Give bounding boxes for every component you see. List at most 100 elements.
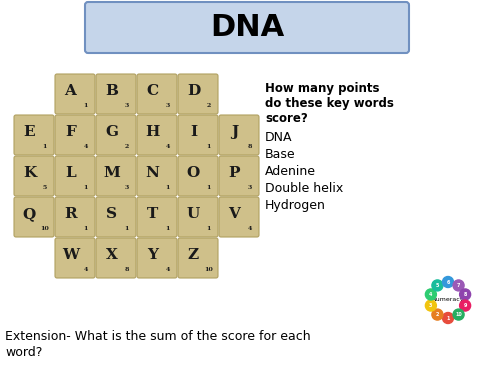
Text: 1: 1 xyxy=(446,315,450,321)
Text: N: N xyxy=(146,166,160,180)
Text: word?: word? xyxy=(5,346,43,359)
Text: O: O xyxy=(187,166,200,180)
Text: 2: 2 xyxy=(124,144,129,149)
Text: B: B xyxy=(105,84,118,98)
Text: 1: 1 xyxy=(206,226,211,231)
Text: Q: Q xyxy=(23,207,36,221)
Text: 1: 1 xyxy=(84,185,88,190)
FancyBboxPatch shape xyxy=(178,115,218,155)
Text: K: K xyxy=(23,166,36,180)
Text: 3: 3 xyxy=(248,185,252,190)
Text: X: X xyxy=(106,248,118,262)
Circle shape xyxy=(442,312,454,324)
Text: C: C xyxy=(146,84,158,98)
Text: W: W xyxy=(62,248,79,262)
FancyBboxPatch shape xyxy=(219,156,259,196)
Text: S: S xyxy=(106,207,117,221)
Circle shape xyxy=(460,289,470,300)
Circle shape xyxy=(432,309,443,320)
Circle shape xyxy=(453,309,464,320)
Text: T: T xyxy=(147,207,158,221)
Text: 5: 5 xyxy=(436,283,439,288)
Text: 5: 5 xyxy=(42,185,47,190)
FancyBboxPatch shape xyxy=(55,197,95,237)
Text: 9: 9 xyxy=(464,303,467,308)
Text: Numeracy: Numeracy xyxy=(432,297,464,303)
FancyBboxPatch shape xyxy=(137,156,177,196)
Text: Extension- What is the sum of the score for each: Extension- What is the sum of the score … xyxy=(5,330,310,343)
Text: 1: 1 xyxy=(84,103,88,108)
Text: A: A xyxy=(64,84,76,98)
Text: D: D xyxy=(187,84,200,98)
Text: 10: 10 xyxy=(455,312,462,317)
Text: DNA: DNA xyxy=(210,13,284,42)
Text: 4: 4 xyxy=(84,144,88,149)
Text: E: E xyxy=(24,125,36,139)
Text: V: V xyxy=(228,207,240,221)
Circle shape xyxy=(460,300,470,311)
FancyBboxPatch shape xyxy=(137,197,177,237)
FancyBboxPatch shape xyxy=(85,2,409,53)
FancyBboxPatch shape xyxy=(96,115,136,155)
Text: 10: 10 xyxy=(204,267,213,272)
Text: 7: 7 xyxy=(457,283,460,288)
Text: 8: 8 xyxy=(464,292,467,297)
Text: M: M xyxy=(103,166,120,180)
Circle shape xyxy=(442,276,454,288)
FancyBboxPatch shape xyxy=(178,197,218,237)
Text: 1: 1 xyxy=(124,226,129,231)
Text: How many points: How many points xyxy=(265,82,380,95)
FancyBboxPatch shape xyxy=(55,238,95,278)
Text: 3: 3 xyxy=(124,185,129,190)
FancyBboxPatch shape xyxy=(96,238,136,278)
Text: 4: 4 xyxy=(166,144,170,149)
Text: Adenine: Adenine xyxy=(265,165,316,178)
Text: Base: Base xyxy=(265,148,296,161)
Text: I: I xyxy=(190,125,197,139)
Text: Double helix: Double helix xyxy=(265,182,343,195)
FancyBboxPatch shape xyxy=(96,74,136,114)
Text: 2: 2 xyxy=(436,312,439,317)
Text: G: G xyxy=(105,125,118,139)
FancyBboxPatch shape xyxy=(219,115,259,155)
FancyBboxPatch shape xyxy=(137,74,177,114)
Text: P: P xyxy=(228,166,240,180)
Text: J: J xyxy=(231,125,238,139)
Text: 1: 1 xyxy=(166,226,170,231)
Text: 1: 1 xyxy=(206,185,211,190)
Text: 1: 1 xyxy=(206,144,211,149)
Text: Y: Y xyxy=(147,248,158,262)
FancyBboxPatch shape xyxy=(96,197,136,237)
Text: U: U xyxy=(187,207,200,221)
Text: L: L xyxy=(65,166,76,180)
FancyBboxPatch shape xyxy=(55,115,95,155)
Text: 1: 1 xyxy=(42,144,47,149)
Circle shape xyxy=(426,289,436,300)
Text: R: R xyxy=(64,207,77,221)
Text: Hydrogen: Hydrogen xyxy=(265,199,326,212)
FancyBboxPatch shape xyxy=(178,238,218,278)
Text: 1: 1 xyxy=(166,185,170,190)
Text: do these key words: do these key words xyxy=(265,97,394,110)
Text: DNA: DNA xyxy=(265,131,292,144)
Text: 8: 8 xyxy=(248,144,252,149)
Text: 8: 8 xyxy=(124,267,129,272)
Text: Z: Z xyxy=(188,248,199,262)
Text: H: H xyxy=(146,125,160,139)
FancyBboxPatch shape xyxy=(14,197,54,237)
FancyBboxPatch shape xyxy=(178,74,218,114)
FancyBboxPatch shape xyxy=(96,156,136,196)
Text: 3: 3 xyxy=(166,103,170,108)
FancyBboxPatch shape xyxy=(137,238,177,278)
Text: 3: 3 xyxy=(429,303,432,308)
Text: 4: 4 xyxy=(248,226,252,231)
Circle shape xyxy=(426,300,436,311)
FancyBboxPatch shape xyxy=(14,115,54,155)
Text: 4: 4 xyxy=(166,267,170,272)
Text: score?: score? xyxy=(265,112,308,125)
Text: 4: 4 xyxy=(429,292,432,297)
Text: 2: 2 xyxy=(206,103,211,108)
FancyBboxPatch shape xyxy=(14,156,54,196)
FancyBboxPatch shape xyxy=(55,74,95,114)
FancyBboxPatch shape xyxy=(178,156,218,196)
